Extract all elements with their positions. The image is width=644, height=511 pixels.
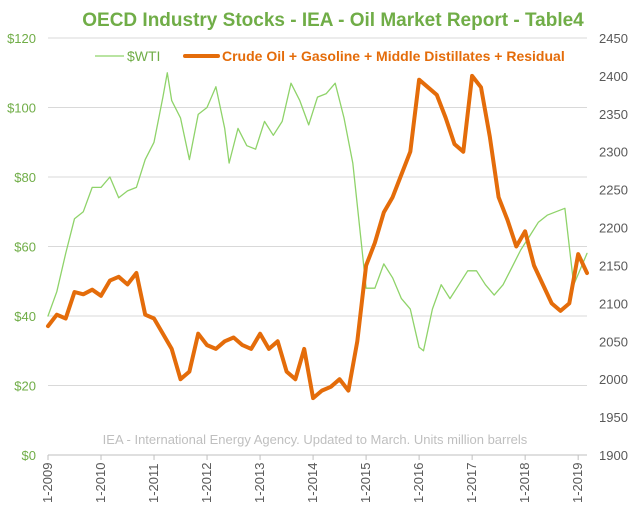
right-tick-label: 2100 bbox=[599, 296, 628, 311]
left-tick-label: $60 bbox=[14, 240, 36, 255]
x-tick-label: 1-2011 bbox=[146, 463, 161, 503]
chart-title: OECD Industry Stocks - IEA - Oil Market … bbox=[82, 10, 584, 31]
gridlines bbox=[48, 37, 587, 456]
left-axis: $0 $20 $40 $60 $80 $100 $120 bbox=[7, 31, 36, 463]
left-tick-label: $100 bbox=[7, 101, 36, 116]
legend: $WTI Crude Oil + Gasoline + Middle Disti… bbox=[95, 48, 565, 64]
source-note: IEA - International Energy Agency. Updat… bbox=[103, 432, 528, 447]
x-axis: 1-2009 1-2010 1-2011 1-2012 1-2013 1-2014 1-20… bbox=[40, 454, 587, 503]
right-tick-label: 1900 bbox=[599, 448, 628, 463]
left-tick-label: $80 bbox=[14, 170, 36, 185]
wti-line bbox=[47, 72, 588, 352]
right-tick-label: 2250 bbox=[599, 183, 628, 198]
x-tick-label: 1-2019 bbox=[570, 463, 585, 503]
left-tick-label: $120 bbox=[7, 31, 36, 46]
right-tick-label: 2200 bbox=[599, 221, 628, 236]
right-tick-label: 2450 bbox=[599, 31, 628, 46]
stocks-line bbox=[46, 73, 589, 401]
x-tick-label: 1-2018 bbox=[517, 463, 532, 503]
x-tick-label: 1-2010 bbox=[93, 463, 108, 503]
right-tick-label: 2050 bbox=[599, 334, 628, 349]
right-tick-label: 2350 bbox=[599, 107, 628, 122]
right-axis: 1900 1950 2000 2050 2100 2150 2200 2250 2300 2350… bbox=[599, 31, 628, 463]
x-tick-label: 1-2017 bbox=[464, 463, 479, 503]
right-tick-label: 1950 bbox=[599, 410, 628, 425]
legend-label-stocks: Crude Oil + Gasoline + Middle Distillate… bbox=[222, 48, 565, 64]
right-tick-label: 2150 bbox=[599, 258, 628, 273]
x-tick-label: 1-2012 bbox=[199, 463, 214, 503]
left-tick-label: $0 bbox=[22, 448, 36, 463]
right-tick-label: 2400 bbox=[599, 69, 628, 84]
series-stocks bbox=[46, 73, 589, 401]
right-tick-label: 2300 bbox=[599, 145, 628, 160]
x-tick-label: 1-2014 bbox=[305, 463, 320, 503]
x-tick-label: 1-2016 bbox=[411, 463, 426, 503]
left-tick-label: $40 bbox=[14, 309, 36, 324]
x-tick-label: 1-2015 bbox=[358, 463, 373, 503]
x-tick-label: 1-2013 bbox=[252, 463, 267, 503]
legend-label-wti: $WTI bbox=[127, 48, 160, 64]
right-tick-label: 2000 bbox=[599, 372, 628, 387]
left-tick-label: $20 bbox=[14, 379, 36, 394]
series-wti bbox=[47, 72, 588, 352]
x-tick-label: 1-2009 bbox=[40, 463, 55, 503]
